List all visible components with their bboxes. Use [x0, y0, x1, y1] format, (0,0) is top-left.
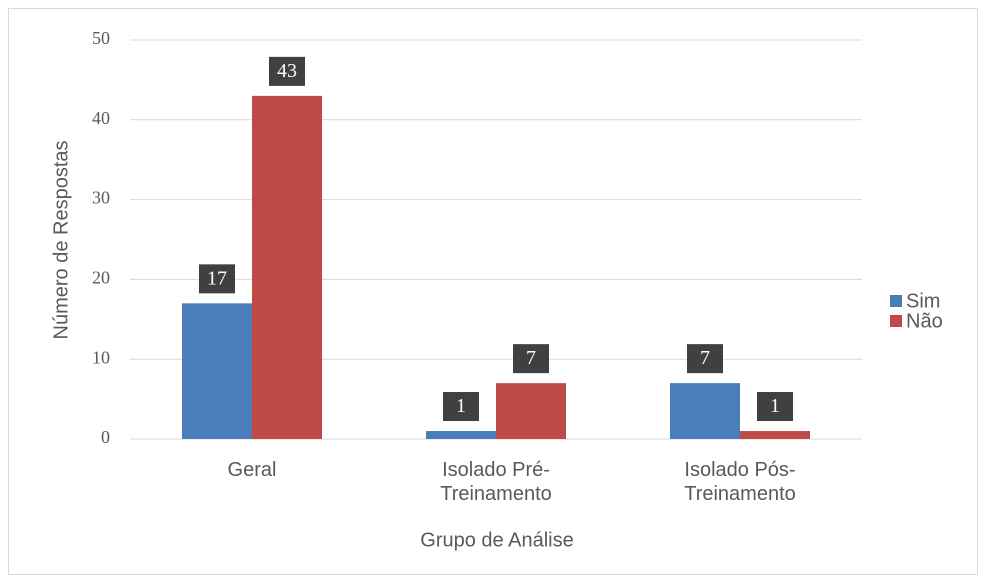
legend-swatch [890, 315, 902, 327]
legend-swatch [890, 295, 902, 307]
data-label-box [269, 56, 305, 86]
data-label: 7 [700, 347, 710, 369]
x-tick-label: Geral [227, 459, 277, 481]
y-tick-label: 0 [101, 427, 110, 447]
bar [182, 303, 252, 439]
data-label-box [687, 344, 723, 374]
data-label-box [757, 392, 793, 422]
x-tick-label: Isolado Pré-Treinamento [440, 459, 552, 505]
y-tick-label: 20 [92, 268, 110, 288]
data-label: 1 [770, 395, 780, 417]
y-tick-label: 50 [92, 28, 110, 48]
data-label: 7 [526, 347, 536, 369]
data-label-box [513, 344, 549, 374]
data-label: 43 [277, 60, 297, 82]
legend-label: Sim [906, 290, 940, 312]
chart-border [8, 8, 978, 575]
y-tick-label: 40 [92, 108, 110, 128]
data-label-box [199, 264, 235, 294]
legend-label: Não [906, 310, 943, 332]
bar [670, 383, 740, 439]
bar [426, 431, 496, 439]
data-label: 17 [207, 267, 227, 289]
data-label: 1 [456, 395, 466, 417]
x-axis-title: Grupo de Análise [420, 529, 573, 551]
data-label-box [443, 392, 479, 422]
x-tick-label: Isolado Pós-Treinamento [684, 459, 796, 505]
bar [252, 95, 322, 440]
bar [740, 431, 810, 439]
y-tick-label: 10 [92, 347, 110, 367]
y-tick-label: 30 [92, 188, 110, 208]
bar [496, 383, 566, 439]
y-axis-title: Número de Respostas [50, 141, 72, 340]
